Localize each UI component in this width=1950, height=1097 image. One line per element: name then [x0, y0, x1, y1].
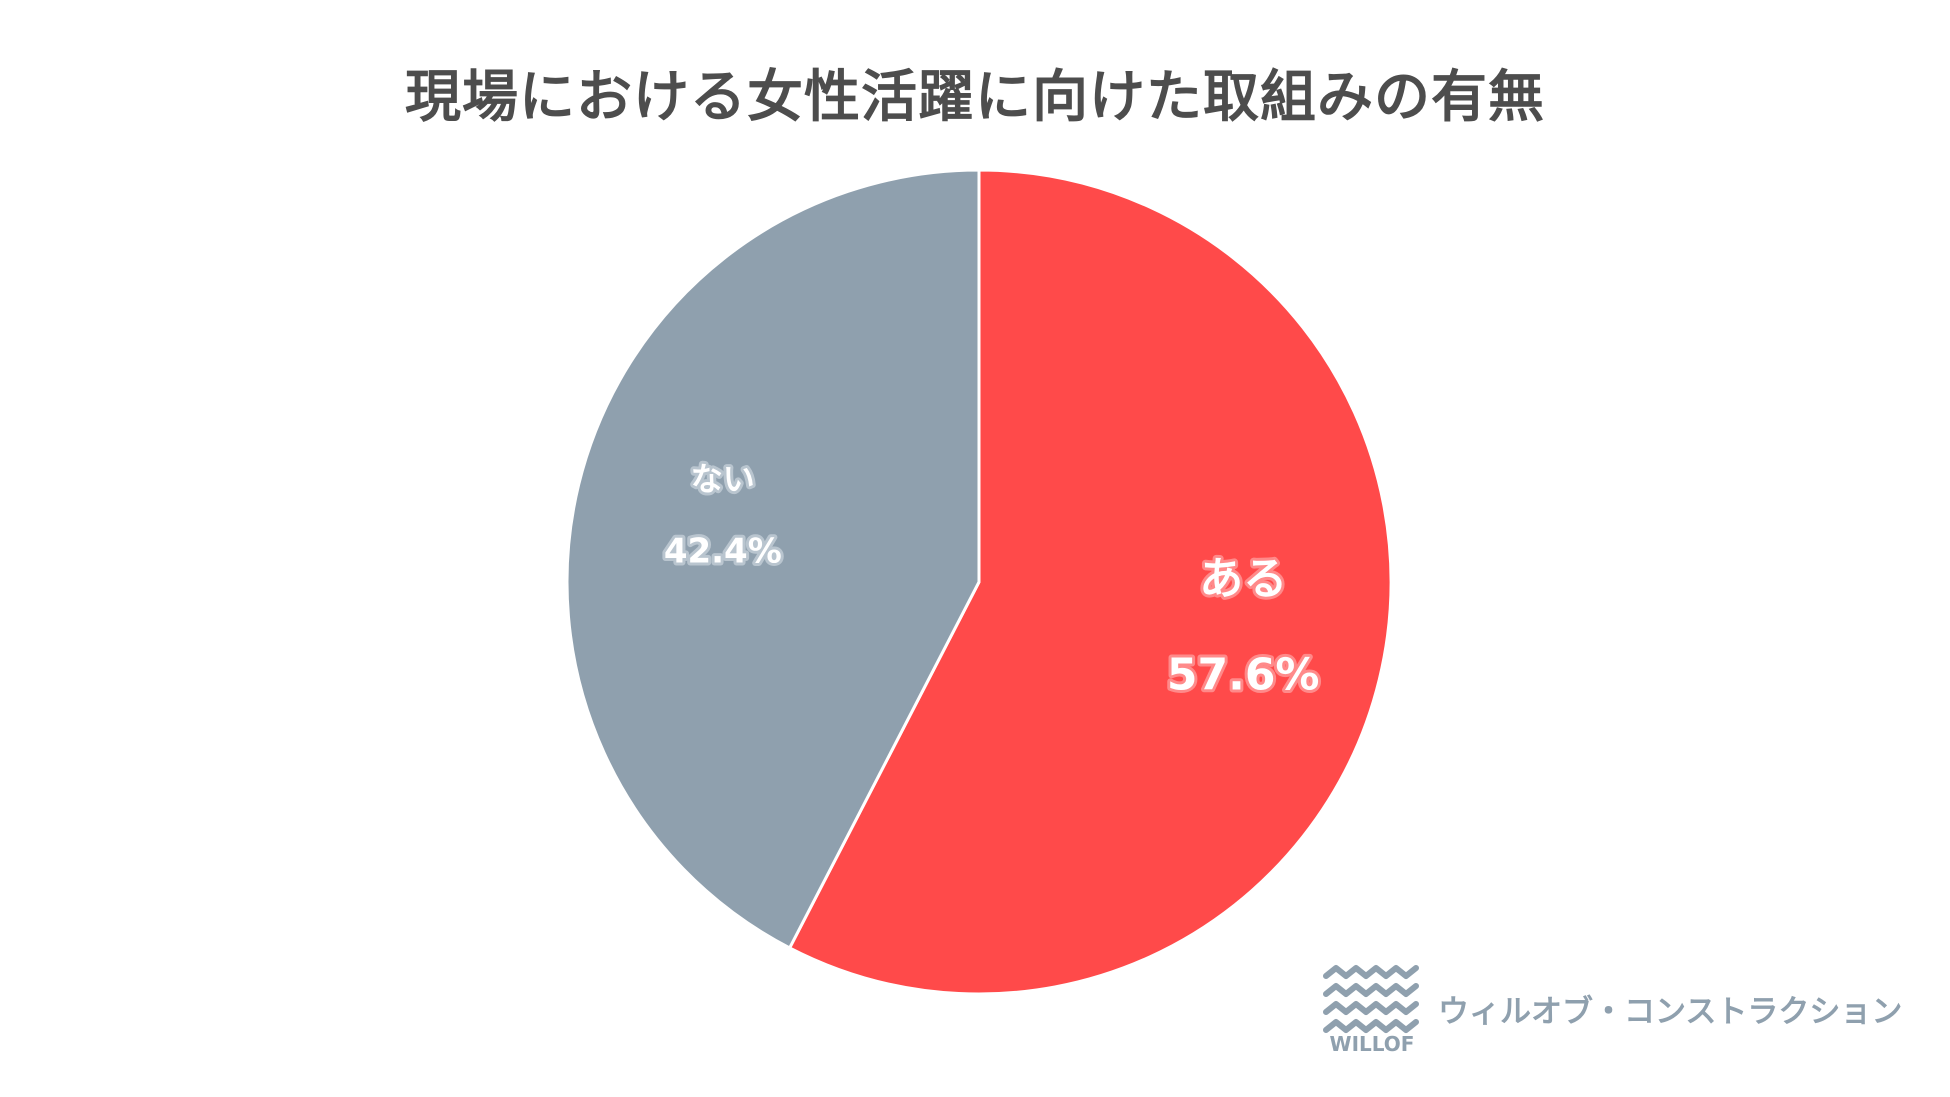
slice-name-label: ある [1199, 554, 1287, 605]
slice-value-label: 42.4% [664, 532, 782, 572]
slice-name-label: ない [691, 460, 755, 498]
wave-lines-icon [1323, 965, 1419, 1033]
pie-slice-nai [565, 168, 981, 950]
slice-value-label: 57.6% [1167, 650, 1320, 701]
company-name: ウィルオブ・コンストラクション [1438, 994, 1903, 1030]
pie-labels: ある 57.6% ない 42.4% [661, 457, 1323, 704]
pie-slice-aru [787, 168, 1393, 996]
chart-title: 現場における女性活躍に向けた取組みの有無 [405, 65, 1545, 130]
pie-slices [565, 168, 1393, 996]
logo-text: WILLOF [1329, 1032, 1415, 1056]
